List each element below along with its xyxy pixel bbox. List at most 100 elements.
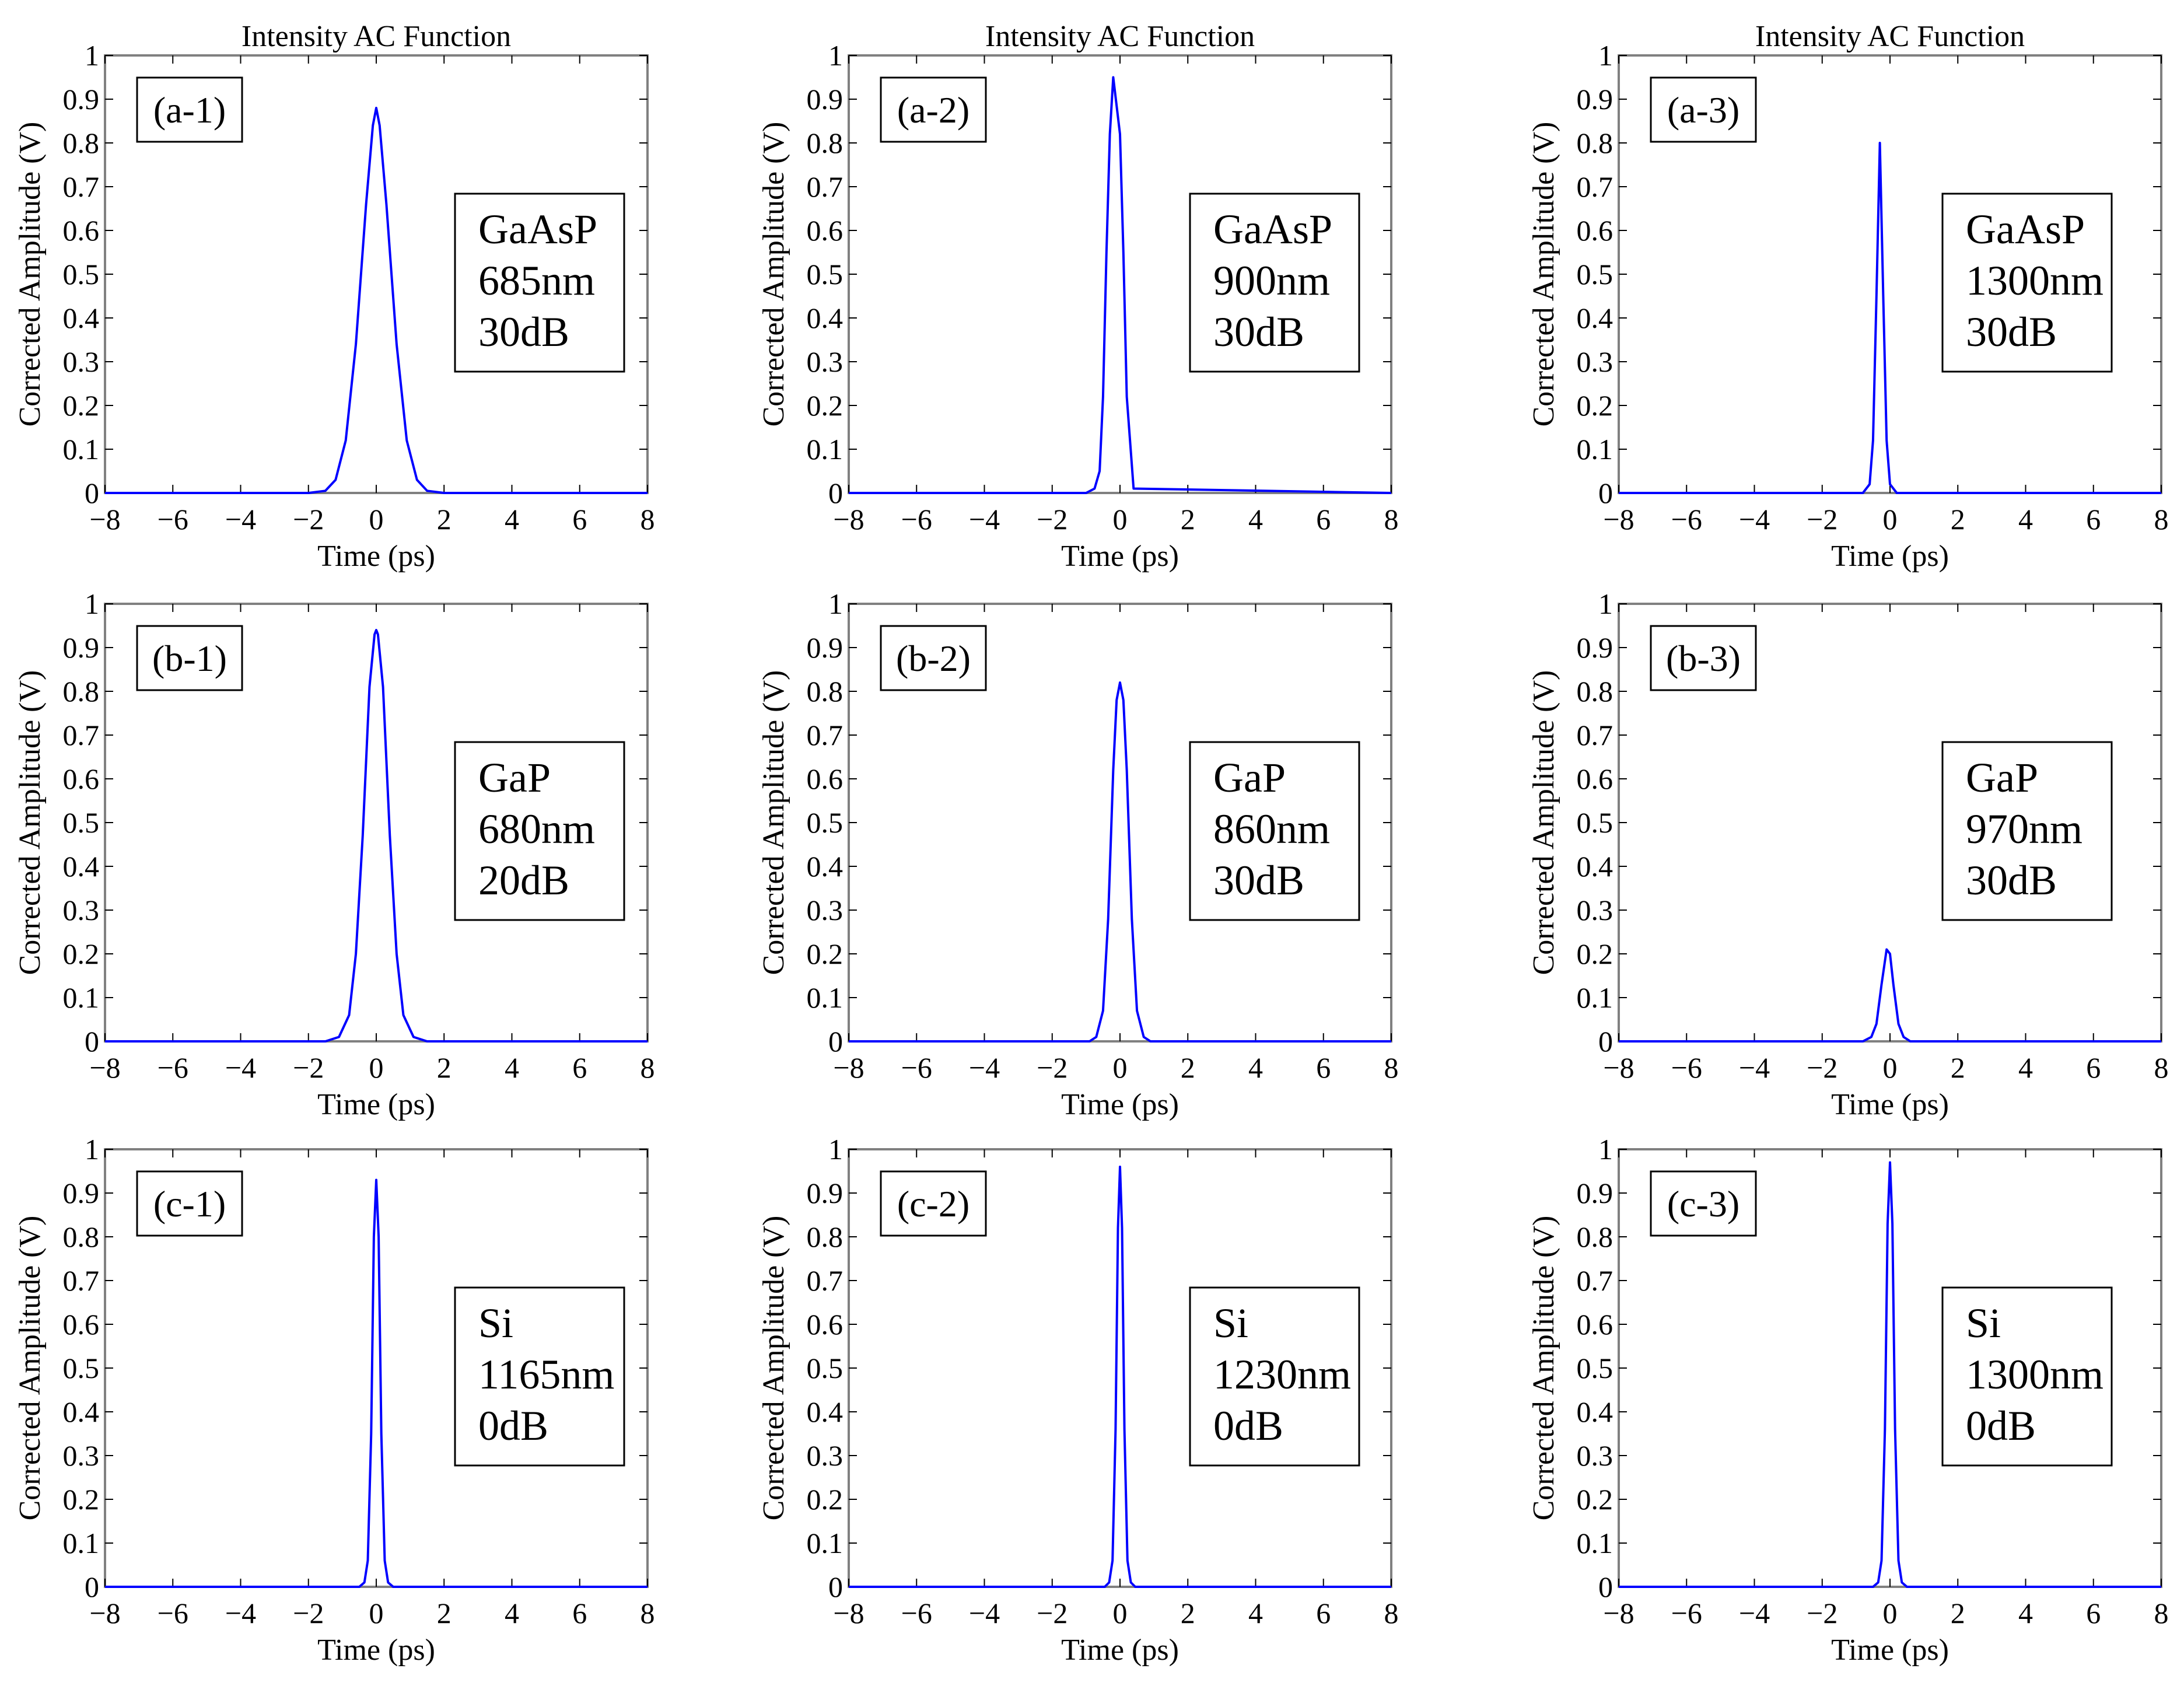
y-tick-label: 0.6 — [63, 214, 100, 247]
x-tick-label: 2 — [1181, 1051, 1195, 1084]
x-tick-label: 0 — [369, 1051, 384, 1084]
series-line — [105, 1178, 648, 1588]
panel-label: (a-1) — [153, 89, 226, 131]
x-tick-label: −8 — [89, 1597, 120, 1629]
y-axis-label: Corrected Amplitude (V) — [757, 122, 790, 427]
y-tick-label: 0 — [828, 1025, 843, 1058]
y-tick-label: 0 — [828, 477, 843, 509]
y-axis-label: Corrected Amplitude (V) — [13, 122, 47, 427]
y-tick-label: 0.9 — [63, 631, 100, 664]
annotation-line: 30dB — [1966, 857, 2057, 904]
y-tick-label: 0.1 — [63, 981, 100, 1014]
annotation-box: GaP 860nm 30dB — [1189, 741, 1360, 921]
annotation-line: GaP — [478, 754, 551, 801]
x-tick-label: 4 — [2018, 503, 2033, 536]
chart-panel: −8 −6 −4 −2 0 2 4 6 8 0 0.1 0.2 0.3 0.4 0.5 0.6 0.7 0.8 0.… — [13, 20, 655, 573]
x-tick-label: 8 — [1384, 1051, 1399, 1084]
y-tick-label: 0 — [828, 1570, 843, 1603]
panel-label: (c-3) — [1667, 1183, 1740, 1225]
series-line — [1619, 142, 2161, 494]
y-axis-label: Corrected Amplitude (V) — [13, 670, 47, 975]
panel-label-frame — [880, 1170, 987, 1237]
x-axis-label: Time (ps) — [1061, 1088, 1179, 1121]
x-tick-label: 0 — [1883, 1597, 1898, 1629]
panel-label-frame — [1650, 1170, 1757, 1237]
annotation-frame — [454, 193, 625, 373]
x-tick-label: −4 — [225, 1051, 256, 1084]
x-tick-label: 6 — [2086, 1597, 2101, 1629]
y-tick-label: 0.6 — [63, 1308, 100, 1341]
chart-panel: −8 −6 −4 −2 0 2 4 6 8 0 0.1 0.2 0.3 0.4 0.5 0.6 0.7 0.8 0.… — [13, 587, 655, 1121]
y-tick-label: 0 — [1598, 477, 1613, 509]
x-tick-label: 6 — [2086, 1051, 2101, 1084]
x-axis-label: Time (ps) — [1831, 1088, 1949, 1121]
x-tick-label: 2 — [437, 1051, 452, 1084]
series-line — [105, 107, 648, 494]
x-tick-label: 8 — [640, 1051, 655, 1084]
y-tick-label: 0.8 — [807, 127, 844, 159]
series-line — [849, 681, 1391, 1043]
y-tick-label: 0.4 — [807, 1395, 844, 1428]
x-tick-label: −2 — [293, 1051, 324, 1084]
x-axis-label: Time (ps) — [1061, 1633, 1179, 1667]
x-tick-label: 6 — [572, 503, 587, 536]
y-tick-label: 0.5 — [63, 1352, 100, 1384]
annotation-line: Si — [1966, 1300, 2001, 1346]
annotation-line: 30dB — [1966, 309, 2057, 355]
y-axis-label: Corrected Amplitude (V) — [757, 1216, 790, 1521]
chart-panel: −8 −6 −4 −2 0 2 4 6 8 0 0.1 0.2 0.3 0.4 0.5 0.6 0.7 0.8 0.… — [757, 587, 1399, 1121]
y-tick-label: 1 — [828, 587, 843, 620]
annotation-box: GaP 970nm 30dB — [1941, 741, 2113, 921]
y-axis-label: Corrected Amplitude (V) — [1527, 122, 1560, 427]
annotation-frame — [1941, 193, 2113, 373]
y-tick-label: 0.2 — [1577, 938, 1614, 970]
x-tick-label: 0 — [1113, 1597, 1128, 1629]
y-tick-label: 0.4 — [1577, 302, 1614, 334]
x-tick-label: 6 — [1316, 1597, 1331, 1629]
x-tick-label: −8 — [1603, 1597, 1634, 1629]
y-tick-label: 0.1 — [1577, 433, 1614, 466]
y-tick-label: 0.7 — [807, 1264, 844, 1297]
x-tick-label: −8 — [1603, 503, 1634, 536]
chart-panel: −8 −6 −4 −2 0 2 4 6 8 0 0.1 0.2 0.3 0.4 0.5 0.6 0.7 0.8 0.… — [757, 20, 1399, 573]
x-axis-label: Time (ps) — [1831, 540, 1949, 573]
annotation-frame — [454, 741, 625, 921]
y-tick-label: 0.9 — [1577, 1177, 1614, 1209]
x-tick-label: −2 — [1807, 503, 1838, 536]
y-tick-label: 0.3 — [807, 345, 844, 378]
y-tick-label: 0.4 — [1577, 1395, 1614, 1428]
y-tick-label: 0.6 — [807, 762, 844, 795]
chart-panel: −8 −6 −4 −2 0 2 4 6 8 0 0.1 0.2 0.3 0.4 0.5 0.6 0.7 0.8 0.… — [1527, 20, 2169, 573]
x-tick-label: −2 — [293, 503, 324, 536]
panel-label-box: (a-3) — [1650, 76, 1757, 143]
x-tick-label: −6 — [158, 503, 188, 536]
annotation-line: 20dB — [478, 857, 569, 904]
y-tick-label: 0.3 — [807, 1439, 844, 1472]
x-axis-label: Time (ps) — [1831, 1633, 1949, 1667]
x-axis-label: Time (ps) — [317, 540, 435, 573]
series-line — [105, 629, 648, 1043]
x-tick-label: 2 — [1181, 503, 1195, 536]
annotation-line: GaP — [1966, 754, 2038, 801]
chart-panel: −8 −6 −4 −2 0 2 4 6 8 0 0.1 0.2 0.3 0.4 0.5 0.6 0.7 0.8 0.… — [757, 1133, 1399, 1667]
x-tick-label: 8 — [640, 1597, 655, 1629]
y-tick-label: 0.4 — [63, 1395, 100, 1428]
x-tick-label: −8 — [89, 503, 120, 536]
x-tick-label: 2 — [437, 503, 452, 536]
y-axis-label: Corrected Amplitude (V) — [1527, 1216, 1560, 1521]
x-tick-label: 4 — [505, 1597, 519, 1629]
annotation-frame — [1941, 1286, 2113, 1467]
annotation-line: 860nm — [1213, 806, 1330, 852]
x-tick-label: −6 — [901, 1051, 932, 1084]
panel-label-box: (a-2) — [880, 76, 987, 143]
annotation-frame — [454, 1286, 625, 1467]
x-tick-label: −2 — [1037, 1597, 1068, 1629]
y-tick-label: 0.7 — [1577, 1264, 1614, 1297]
annotation-line: 0dB — [1966, 1402, 2036, 1449]
panel-label: (c-1) — [153, 1183, 226, 1225]
annotation-line: 680nm — [478, 806, 595, 852]
x-tick-label: −4 — [225, 503, 256, 536]
chart-panel: −8 −6 −4 −2 0 2 4 6 8 0 0.1 0.2 0.3 0.4 0.5 0.6 0.7 0.8 0.… — [13, 1133, 655, 1667]
